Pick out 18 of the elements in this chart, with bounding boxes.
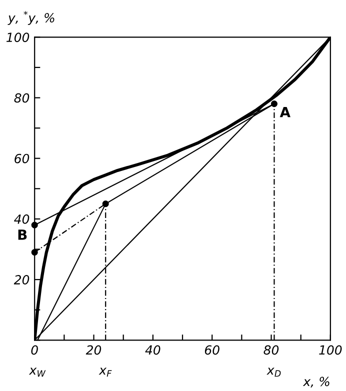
- y-tick-label: 40: [14, 214, 30, 224]
- y-tick-label: 100: [6, 32, 30, 42]
- x-axis-title: x, %: [302, 376, 330, 388]
- x-tick-label: 80: [264, 345, 279, 355]
- annotation: x$_{D}$: [266, 368, 281, 377]
- annotation: x$_{W}$: [28, 368, 46, 377]
- annotation: A: [280, 107, 290, 118]
- annotation: B: [18, 230, 27, 240]
- x-tick-label: 20: [86, 345, 102, 355]
- y-tick-label: 20: [14, 275, 30, 284]
- y-axis-title: y, $^{*}$y, %: [8, 11, 54, 25]
- x-tick-label: 0: [31, 345, 38, 355]
- x-tick-label: 100: [319, 345, 342, 355]
- x-tick-label: 60: [204, 345, 220, 355]
- y-tick-label: 60: [14, 154, 30, 164]
- y-tick-label: 80: [14, 93, 30, 103]
- x-tick-label: 40: [145, 345, 160, 355]
- annotation: x$_{F}$: [98, 368, 112, 377]
